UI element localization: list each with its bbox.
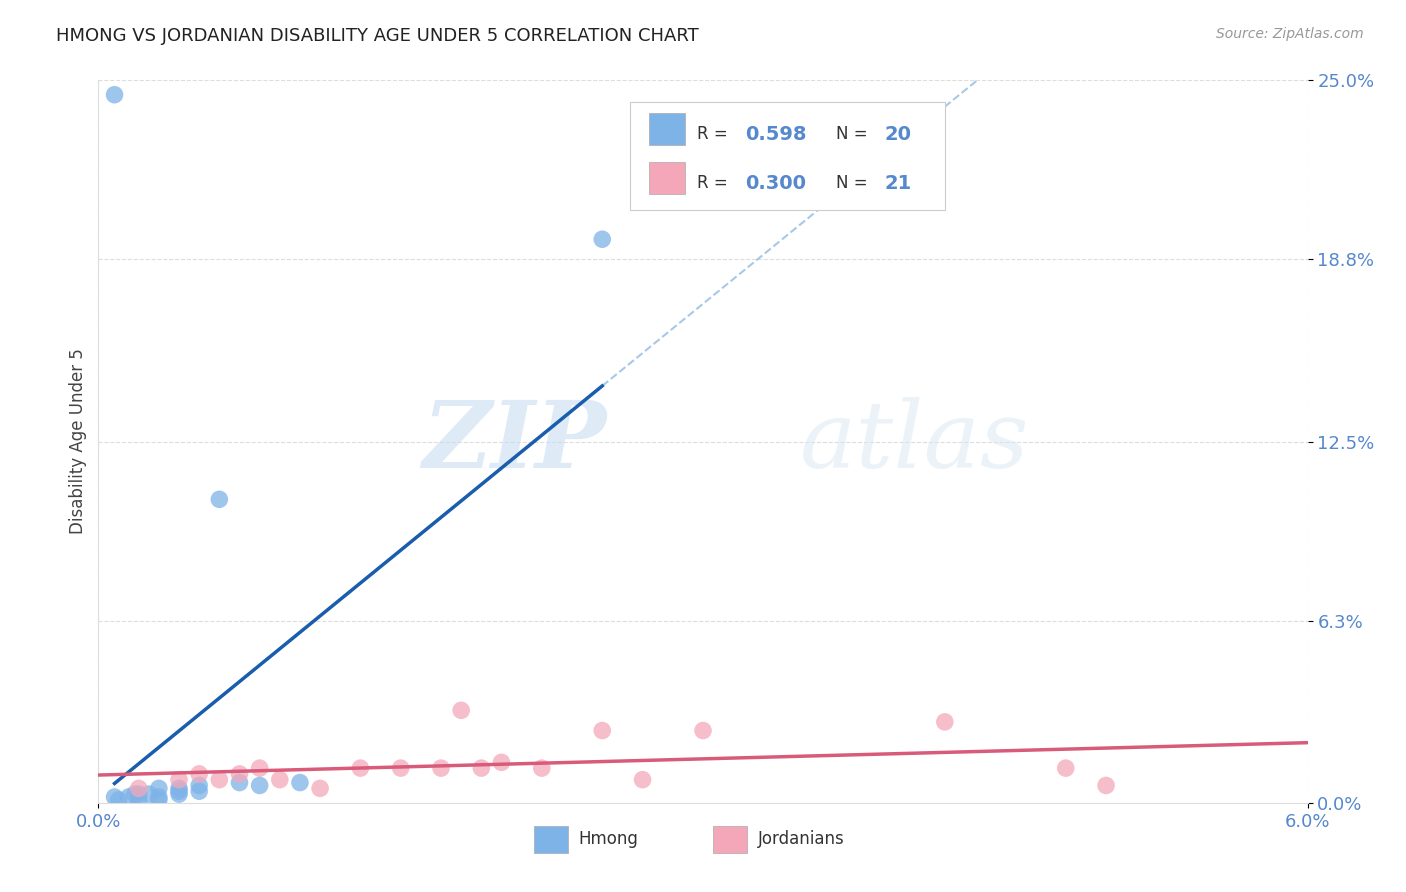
Point — [491, 756, 513, 770]
Y-axis label: Disability Age Under 5: Disability Age Under 5 — [69, 349, 87, 534]
FancyBboxPatch shape — [534, 826, 568, 854]
Point — [128, 793, 150, 807]
Text: 0.300: 0.300 — [745, 174, 806, 193]
Text: R =: R = — [697, 174, 733, 193]
FancyBboxPatch shape — [713, 826, 747, 854]
Point — [128, 781, 150, 796]
Text: HMONG VS JORDANIAN DISABILITY AGE UNDER 5 CORRELATION CHART: HMONG VS JORDANIAN DISABILITY AGE UNDER … — [56, 27, 699, 45]
Text: atlas: atlas — [800, 397, 1029, 486]
Point — [103, 790, 125, 805]
Text: Source: ZipAtlas.com: Source: ZipAtlas.com — [1216, 27, 1364, 41]
Point — [138, 787, 160, 801]
Text: N =: N = — [837, 126, 873, 144]
Point — [103, 87, 125, 102]
Text: N =: N = — [837, 174, 873, 193]
Text: Hmong: Hmong — [578, 830, 638, 848]
Point — [167, 787, 190, 801]
Point — [249, 779, 271, 793]
Point — [450, 703, 472, 717]
Point — [269, 772, 291, 787]
Point — [389, 761, 412, 775]
Point — [148, 790, 170, 805]
Point — [631, 772, 654, 787]
Point — [208, 772, 231, 787]
Point — [167, 781, 190, 796]
Point — [188, 784, 211, 798]
Point — [118, 790, 141, 805]
Point — [167, 784, 190, 798]
Text: ZIP: ZIP — [422, 397, 606, 486]
Point — [228, 767, 250, 781]
Text: 20: 20 — [884, 125, 911, 144]
Point — [167, 772, 190, 787]
Text: Jordanians: Jordanians — [758, 830, 844, 848]
Point — [148, 781, 170, 796]
Text: 0.598: 0.598 — [745, 125, 807, 144]
Point — [188, 767, 211, 781]
FancyBboxPatch shape — [630, 102, 945, 211]
Point — [124, 787, 146, 801]
Point — [148, 793, 170, 807]
Point — [288, 775, 311, 789]
Point — [934, 714, 956, 729]
Point — [692, 723, 714, 738]
Point — [188, 779, 211, 793]
Point — [591, 723, 613, 738]
Point — [470, 761, 492, 775]
FancyBboxPatch shape — [648, 161, 685, 194]
Point — [430, 761, 453, 775]
Text: 21: 21 — [884, 174, 911, 193]
Point — [349, 761, 371, 775]
Point — [1054, 761, 1077, 775]
Point — [228, 775, 250, 789]
Point — [249, 761, 271, 775]
Point — [591, 232, 613, 246]
Point — [309, 781, 332, 796]
Point — [1095, 779, 1118, 793]
Point — [107, 793, 129, 807]
FancyBboxPatch shape — [648, 112, 685, 145]
Text: R =: R = — [697, 126, 733, 144]
Point — [128, 787, 150, 801]
Point — [208, 492, 231, 507]
Point — [530, 761, 553, 775]
